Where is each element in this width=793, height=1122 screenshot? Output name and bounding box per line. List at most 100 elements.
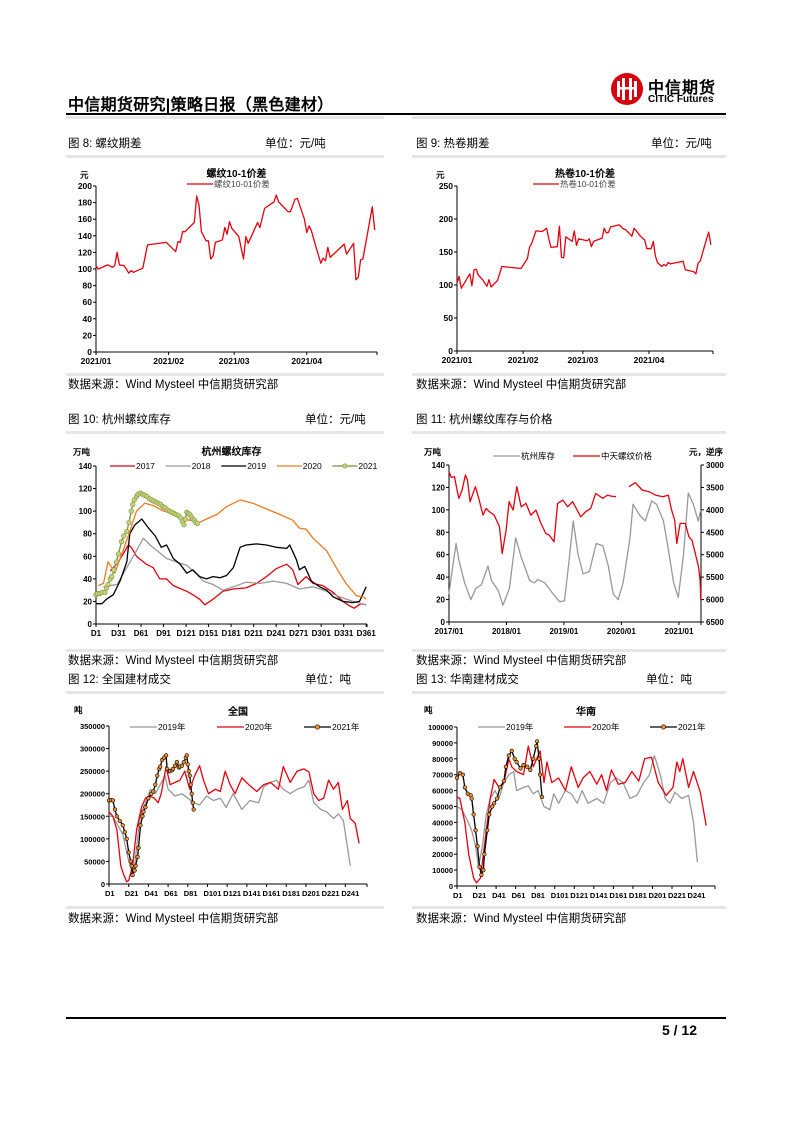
- x-tick-label: D61: [512, 891, 526, 900]
- data-point: [514, 759, 519, 765]
- data-point: [528, 767, 533, 773]
- x-tick-label: D101: [551, 891, 569, 900]
- figure-12-source: 数据来源：Wind Mysteel 中信期货研究部: [68, 913, 279, 925]
- x-tick-label: D181: [222, 629, 242, 638]
- x-tick-label: D181: [282, 889, 300, 898]
- y-tick-label: 200: [439, 214, 453, 224]
- y-tick-label: 100000: [80, 835, 105, 844]
- x-tick-label: D121: [223, 889, 241, 898]
- divider: [66, 116, 384, 119]
- data-point: [102, 589, 108, 596]
- data-point: [132, 868, 137, 873]
- x-tick-label: 2021/04: [291, 356, 322, 366]
- data-point: [138, 823, 143, 828]
- x-tick-label: D81: [184, 889, 198, 898]
- data-point: [473, 828, 478, 833]
- y-tick-label: 20: [436, 596, 445, 605]
- y-tick-label: 250000: [80, 767, 105, 776]
- y-tick-label: 120: [78, 247, 92, 257]
- data-point: [143, 805, 148, 810]
- x-tick-label: D241: [341, 889, 359, 898]
- x-tick-label: D181: [629, 891, 647, 900]
- data-point: [460, 772, 465, 777]
- data-point: [485, 828, 490, 833]
- x-tick-label: D211: [244, 629, 263, 638]
- y-tick-label: 60: [436, 551, 445, 560]
- data-point: [172, 763, 178, 768]
- data-point: [153, 782, 158, 787]
- data-point: [130, 501, 136, 507]
- y-tick-label: 70000: [432, 771, 453, 780]
- x-tick-label: 2021/01: [442, 355, 473, 365]
- y-tick-label: 350000: [80, 722, 105, 731]
- data-point: [130, 872, 135, 878]
- data-point: [534, 743, 539, 749]
- legend-label: 2020年: [592, 722, 620, 732]
- data-point: [494, 796, 500, 801]
- data-point: [140, 814, 145, 819]
- data-point: [194, 520, 200, 527]
- y-tick-label: 50000: [84, 857, 105, 866]
- x-tick-label: D151: [199, 629, 219, 638]
- chart-title: 螺纹10-1价差: [206, 167, 266, 180]
- y-tick-label: 20: [83, 330, 93, 340]
- data-point: [170, 766, 176, 771]
- x-tick-label: D41: [492, 891, 506, 900]
- divider: [412, 649, 726, 652]
- figure-12-unit: 单位：吨: [305, 674, 351, 686]
- divider: [66, 431, 384, 434]
- divider: [412, 373, 726, 376]
- data-point: [133, 863, 138, 869]
- legend-label: 2020: [303, 461, 322, 471]
- figure-9-caption: 图 9: 热卷期差: [416, 138, 490, 150]
- x-tick-label: D221: [322, 889, 340, 898]
- legend-marker: [342, 463, 348, 469]
- chart-title: 杭州螺纹库存: [202, 445, 262, 458]
- x-tick-label: D161: [609, 891, 627, 900]
- data-point: [525, 764, 530, 769]
- legend-label: 螺纹10-01价差: [214, 179, 270, 189]
- data-point: [155, 773, 160, 778]
- x-tick-label: D21: [125, 889, 139, 898]
- y-tick-label: 50: [444, 313, 454, 323]
- series-line-热卷10-01价差: [456, 224, 712, 289]
- citic-logo: [610, 72, 644, 106]
- x-tick-label: D121: [570, 891, 588, 900]
- x-tick-label: 2021/04: [634, 355, 665, 365]
- series-line-中天螺纹价格: [448, 471, 617, 555]
- y-tick-label: 30000: [432, 834, 453, 843]
- series-line-2018: [103, 537, 367, 606]
- data-point: [475, 844, 480, 849]
- y-tick-label: 80: [436, 528, 445, 537]
- data-point: [490, 804, 495, 809]
- legend-label: 2017: [136, 461, 155, 471]
- data-point: [174, 760, 180, 765]
- data-point: [113, 559, 119, 565]
- y-tick-label: 100: [79, 507, 93, 516]
- y-tick-label: 140: [78, 231, 92, 241]
- y-tick-label: 140: [432, 461, 446, 470]
- x-tick-label: 2019/01: [549, 627, 578, 636]
- x-tick-label: D61: [164, 889, 178, 898]
- y-tick-label: 0: [87, 347, 92, 357]
- series-line-2019年: [456, 754, 699, 868]
- y-tick-label: 120: [79, 485, 93, 494]
- data-point: [187, 773, 192, 778]
- data-point: [469, 796, 474, 801]
- data-point: [129, 863, 134, 869]
- data-point: [487, 812, 492, 817]
- chart-title: 热卷10-1价差: [555, 167, 615, 180]
- x-tick-label: 2021/01: [665, 627, 694, 636]
- figure-11-source: 数据来源：Wind Mysteel 中信期货研究部: [416, 655, 627, 667]
- data-point: [509, 748, 514, 753]
- x-tick-label: D201: [648, 891, 666, 900]
- figure-9-unit: 单位：元/吨: [651, 138, 712, 150]
- data-point: [121, 533, 127, 539]
- header-divider: [66, 113, 726, 115]
- y-axis-unit: 元: [80, 170, 89, 180]
- x-tick-label: D1: [105, 889, 115, 898]
- y-tick-label: 0: [441, 618, 446, 627]
- data-point: [481, 867, 486, 873]
- citic-logo-icon: [611, 73, 643, 105]
- data-point: [115, 551, 122, 557]
